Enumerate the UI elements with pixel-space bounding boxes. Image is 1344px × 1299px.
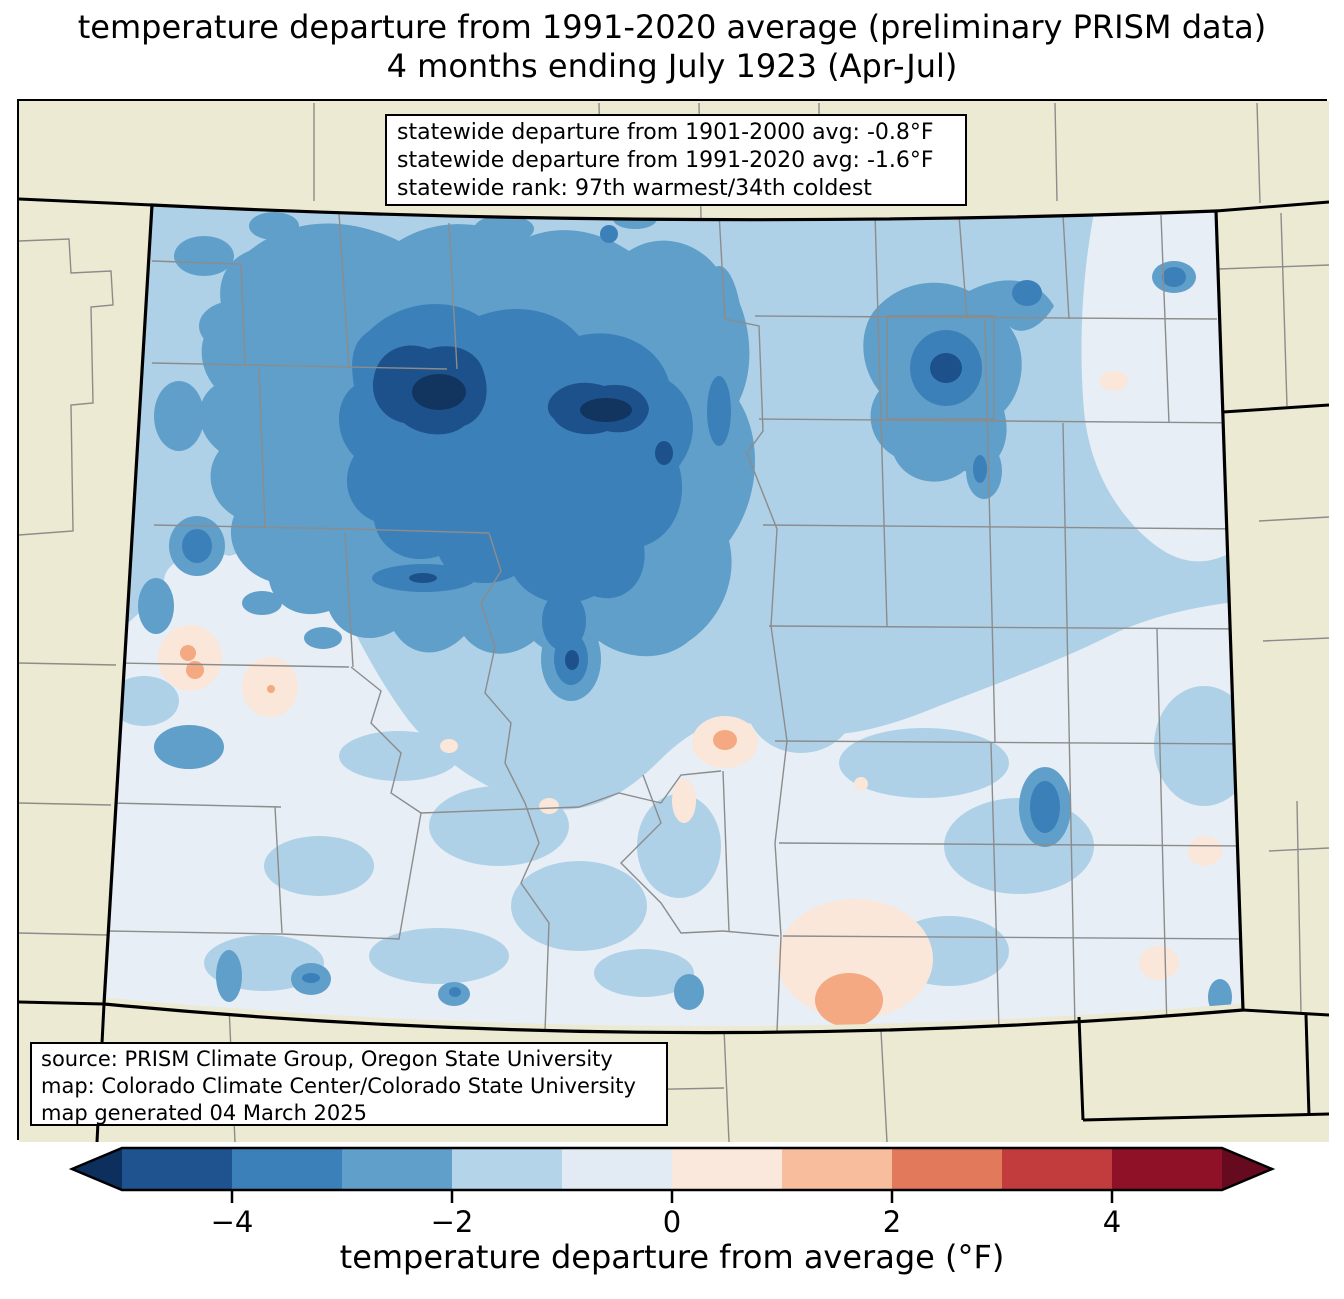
- source-line-3: map generated 04 March 2025: [41, 1101, 368, 1125]
- county-lines: [106, 212, 1243, 1032]
- stats-line-2: statewide departure from 1991-2020 avg: …: [397, 148, 934, 173]
- tick-label-pos4: 4: [1103, 1205, 1121, 1239]
- stats-line-1: statewide departure from 1901-2000 avg: …: [397, 120, 934, 145]
- colorbar-axis-label: temperature departure from average (°F): [339, 1238, 1005, 1276]
- map-title-line1: temperature departure from 1991-2020 ave…: [77, 8, 1267, 46]
- band-extreme-cores: [412, 374, 632, 422]
- tick-label-neg4: −4: [211, 1205, 254, 1239]
- map-panel: statewide departure from 1901-2000 avg: …: [17, 99, 1329, 1142]
- stats-line-3: statewide rank: 97th warmest/34th coldes…: [397, 176, 872, 201]
- tick-label-zero: 0: [663, 1205, 681, 1239]
- colorbar-outline: [68, 1146, 1276, 1192]
- source-line-1: source: PRISM Climate Group, Oregon Stat…: [41, 1047, 613, 1071]
- colorbar: −4 −2 0 2 4: [68, 1146, 1276, 1239]
- colorbar-segments: [72, 1148, 1272, 1190]
- source-line-2: map: Colorado Climate Center/Colorado St…: [41, 1074, 636, 1098]
- state-border: [102, 203, 1245, 1035]
- source-box: source: PRISM Climate Group, Oregon Stat…: [30, 1042, 668, 1126]
- colorbar-left-arrow: [72, 1148, 122, 1190]
- colorbar-tick-labels: −4 −2 0 2 4: [211, 1205, 1122, 1239]
- colorado-map: [19, 101, 1329, 1142]
- band-light-patches: [109, 499, 1243, 997]
- tick-label-neg2: −2: [431, 1205, 474, 1239]
- colorbar-right-arrow: [1222, 1148, 1272, 1190]
- map-title-line2: 4 months ending July 1923 (Apr-Jul): [386, 47, 958, 85]
- map-title: temperature departure from 1991-2020 ave…: [0, 8, 1344, 86]
- band-salmon-cores: [180, 645, 883, 1027]
- colorbar-ticks: [230, 1190, 1114, 1203]
- stats-box: statewide departure from 1901-2000 avg: …: [385, 114, 967, 206]
- tick-label-pos2: 2: [883, 1205, 901, 1239]
